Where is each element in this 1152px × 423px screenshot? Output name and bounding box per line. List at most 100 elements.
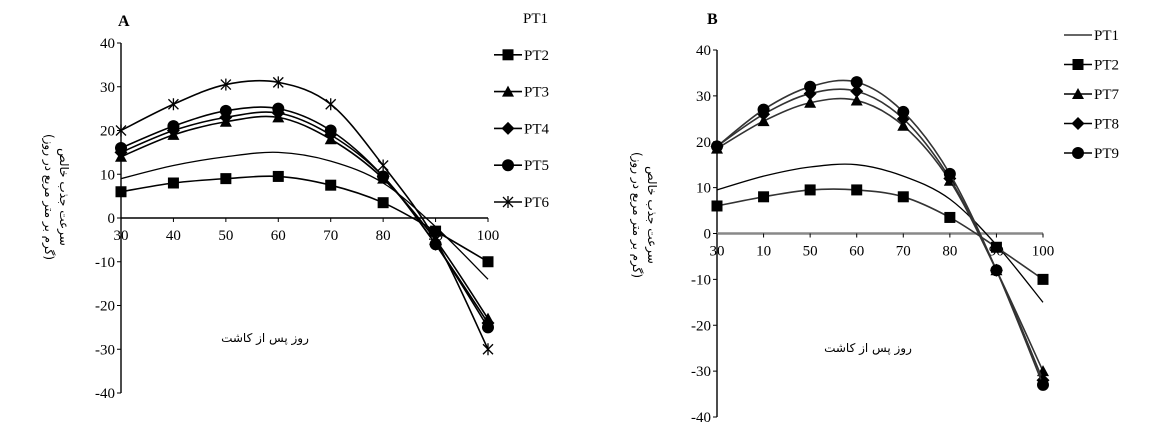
panel-a-y-tick-label: 40 — [100, 36, 115, 52]
panel-b-y-tick-label: 40 — [696, 43, 711, 59]
panel-b-y-tick-label: 10 — [696, 181, 711, 197]
panel-a-point-pt5 — [272, 102, 285, 115]
panel-b-legend-label: PT2 — [1094, 58, 1119, 74]
panel-a-point-pt6 — [430, 233, 442, 246]
panel-a-label: A — [118, 13, 130, 30]
panel-b-point-pt2 — [1037, 273, 1049, 285]
panel-b-point-pt9 — [943, 167, 956, 180]
panel-b-legend-marker — [1071, 117, 1085, 130]
panel-a-point-pt2 — [482, 256, 494, 268]
panel-b-legend-item-pt7: PT7 — [1064, 87, 1120, 103]
panel-b-point-pt2 — [990, 241, 1002, 253]
panel-a-legend-item-pt5: PT5 — [494, 158, 549, 174]
panel-a: A روز پس از کاشت سرعت جذب خالص (گرم بر م… — [41, 11, 550, 402]
panel-a-legend-item-pt4: PT4 — [494, 121, 550, 137]
panel-b-y-tick-label: -20 — [691, 318, 711, 334]
panel-b-legend-label: PT1 — [1094, 28, 1119, 44]
panel-a-point-pt5 — [167, 120, 180, 133]
panel-a-y-tick-label: 30 — [100, 80, 115, 96]
panel-a-y-tick-label: -20 — [95, 299, 115, 315]
panel-a-legend-item-pt6: PT6 — [494, 195, 550, 211]
panel-b-point-pt2 — [804, 184, 816, 196]
panel-a-legend-label: PT1 — [523, 11, 548, 27]
panel-b-point-pt2 — [897, 191, 909, 203]
panel-a-y-tick-label: -30 — [95, 342, 115, 358]
panel-a-point-pt2 — [220, 173, 232, 185]
panel-a-legend-marker — [502, 196, 514, 208]
panel-a-point-pt6 — [167, 98, 179, 111]
panel-b-point-pt2 — [758, 191, 770, 203]
panel-b-legend-item-pt8: PT8 — [1064, 117, 1119, 133]
panel-b-series-line-pt7 — [716, 97, 1044, 372]
panel-a-legend-label: PT2 — [524, 48, 549, 64]
panel-a-point-pt6 — [377, 159, 389, 172]
panel-a-x-tick-label: 50 — [218, 228, 233, 244]
panel-a-point-pt5 — [324, 124, 337, 137]
panel-b-legend-marker — [1072, 59, 1084, 70]
panel-a-legend-label: PT5 — [524, 158, 549, 174]
panel-b-label: B — [707, 11, 718, 28]
panel-a-legend-item-pt2: PT2 — [494, 48, 549, 64]
svg-text:سرعت جذب خالص: سرعت جذب خالص — [56, 148, 71, 246]
svg-text:(گرم بر متر مربع در روز): (گرم بر متر مربع در روز) — [41, 134, 56, 260]
panel-b-series-pt7 — [711, 94, 1049, 377]
panel-b-x-tick-label: 70 — [896, 244, 911, 260]
svg-text:سرعت جذب خالص: سرعت جذب خالص — [644, 166, 659, 264]
panel-b-point-pt9 — [850, 76, 863, 89]
panel-a-point-pt5 — [482, 321, 494, 334]
panel-a-y-tick-label: -10 — [95, 255, 115, 271]
panel-b-point-pt9 — [804, 80, 817, 93]
panel-a-series-pt2 — [115, 170, 494, 268]
panel-a-legend-item-pt1: PT1 — [523, 11, 548, 27]
panel-a-point-pt2 — [167, 177, 179, 189]
panel-b-legend-item-pt9: PT9 — [1064, 146, 1119, 162]
panel-b-point-pt9 — [1037, 378, 1049, 391]
panel-a-point-pt5 — [219, 104, 232, 117]
panel-a-x-tick-label: 70 — [323, 228, 338, 244]
panel-a-series-pt6 — [115, 76, 494, 356]
panel-a-legend-marker — [502, 159, 514, 172]
panel-a-x-tick-label: 40 — [166, 228, 181, 244]
panel-a-x-axis-label: روز پس از کاشت — [221, 331, 309, 346]
panel-b-legend-label: PT7 — [1094, 87, 1120, 103]
panel-a-legend-marker — [502, 85, 514, 97]
panel-a-point-pt2 — [430, 225, 442, 237]
panel-a-series-pt1 — [120, 151, 489, 280]
panel-a-legend-marker — [502, 49, 514, 61]
panel-b-point-pt9 — [897, 105, 910, 118]
panel-b-point-pt9 — [757, 103, 770, 116]
panel-b-x-tick-label: 80 — [942, 244, 957, 260]
panel-b-point-pt2 — [851, 184, 863, 196]
panel-a-point-pt6 — [482, 343, 494, 356]
panel-a-legend-marker — [501, 121, 515, 135]
panel-a-point-pt2 — [115, 186, 127, 198]
panel-a-point-pt6 — [220, 78, 232, 91]
panel-a-legend-label: PT6 — [524, 195, 550, 211]
panel-a-series-line-pt1 — [120, 151, 489, 280]
panel-a-x-tick-label: 80 — [376, 228, 391, 244]
panel-b-point-pt7 — [804, 96, 817, 108]
panel-b-point-pt7 — [850, 94, 863, 106]
panel-a-y-tick-label: -40 — [95, 386, 115, 402]
panel-b: B روز پس از کاشت سرعت جذب خالص (گرم بر م… — [629, 11, 1120, 423]
panel-a-point-pt6 — [272, 76, 284, 89]
panel-b-series-line-pt8 — [716, 88, 1044, 381]
panel-a-point-pt2 — [377, 197, 389, 209]
panel-b-y-axis-label: سرعت جذب خالص (گرم بر متر مربع در روز) — [629, 152, 659, 278]
panel-b-legend-label: PT9 — [1094, 146, 1119, 162]
panel-b-legend-marker — [1072, 147, 1084, 159]
panel-b-y-tick-label: -30 — [691, 364, 711, 380]
panel-b-x-tick-label: 10 — [756, 244, 771, 260]
panel-a-point-pt5 — [115, 142, 127, 154]
panel-a-point-pt2 — [325, 179, 337, 191]
panel-b-x-tick-label: 30 — [710, 244, 725, 260]
panel-b-y-tick-label: 0 — [704, 227, 712, 243]
panel-a-y-tick-label: 20 — [100, 124, 115, 140]
panel-a-y-axis-label: سرعت جذب خالص (گرم بر متر مربع در روز) — [41, 134, 71, 260]
panel-a-x-tick-label: 30 — [114, 228, 129, 244]
panel-b-x-tick-label: 60 — [849, 244, 864, 260]
panel-a-point-pt6 — [115, 124, 127, 137]
panel-a-point-pt2 — [272, 170, 284, 182]
panel-b-point-pt2 — [944, 211, 956, 223]
